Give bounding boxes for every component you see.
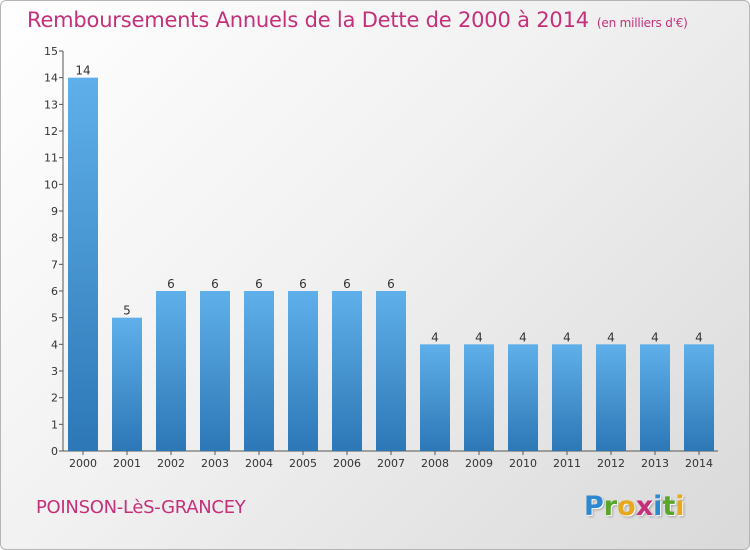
x-tick-label: 2012 [597,457,625,470]
logo-letter: r [603,491,618,522]
chart-title: Remboursements Annuels de la Dette de 20… [27,8,688,32]
x-tick-label: 2008 [421,457,449,470]
bar [596,344,626,451]
bar [552,344,582,451]
bar [508,344,538,451]
data-label: 5 [123,304,131,318]
y-tick-label: 10 [44,178,58,191]
y-tick-label: 7 [51,258,58,271]
x-tick-label: 2011 [553,457,581,470]
data-label: 4 [475,330,483,344]
bars [68,77,714,452]
data-labels: 14 5 6 6 6 6 6 6 4 4 4 4 4 4 4 [75,64,702,345]
x-tick-label: 2002 [157,457,185,470]
data-label: 4 [651,330,659,344]
logo-letter: x [635,491,654,522]
data-label: 4 [431,330,439,344]
y-tick-label: 0 [51,445,58,458]
data-label: 4 [607,330,615,344]
y-tick-label: 5 [51,312,58,325]
bar [112,317,142,451]
logo-letter: o [617,491,636,522]
y-tick-label: 11 [44,152,58,165]
x-tick-label: 2000 [69,457,97,470]
bar [156,291,186,451]
bar [288,291,318,451]
y-tick-label: 4 [51,338,58,351]
y-tick-label: 13 [44,98,58,111]
data-label: 6 [211,277,219,291]
title-text: Remboursements Annuels de la Dette de 20… [27,8,589,32]
x-tick-label: 2007 [377,457,405,470]
bar [640,344,670,451]
proxiti-logo: Proxiti [584,491,685,522]
y-tick-label: 12 [44,125,58,138]
unit-label: (en milliers d'€) [596,16,688,30]
x-tick-label: 2003 [201,457,229,470]
data-label: 6 [255,277,263,291]
bar [332,291,362,451]
bar [68,77,98,452]
data-label: 14 [75,64,90,78]
data-label: 4 [695,330,703,344]
data-label: 6 [387,277,395,291]
y-tick-label: 1 [51,418,58,431]
y-tick-label: 14 [44,72,58,85]
logo-letter: t [662,491,676,522]
x-tick-label: 2006 [333,457,361,470]
y-tick-label: 9 [51,205,58,218]
logo-letter: i [653,491,663,522]
y-tick-label: 6 [51,285,58,298]
x-tick-label: 2010 [509,457,537,470]
y-tick-label: 15 [44,45,58,58]
data-label: 4 [563,330,571,344]
bar [244,291,274,451]
data-label: 6 [167,277,175,291]
y-tick-label: 3 [51,365,58,378]
x-tick-label: 2001 [113,457,141,470]
bar [464,344,494,451]
x-tick-label: 2014 [685,457,713,470]
bar [420,344,450,451]
logo-letter: i [675,491,685,522]
data-label: 4 [519,330,527,344]
y-tick-label: 2 [51,392,58,405]
bar [376,291,406,451]
logo-letter: P [584,491,604,522]
x-tick-label: 2004 [245,457,273,470]
x-tick-label: 2005 [289,457,317,470]
x-tick-label: 2013 [641,457,669,470]
commune-name: POINSON-LèS-GRANCEY [36,497,246,518]
x-tick-label: 2009 [465,457,493,470]
y-tick-label: 8 [51,232,58,245]
data-label: 6 [299,277,307,291]
bar [200,291,230,451]
data-label: 6 [343,277,351,291]
bar [684,344,714,451]
